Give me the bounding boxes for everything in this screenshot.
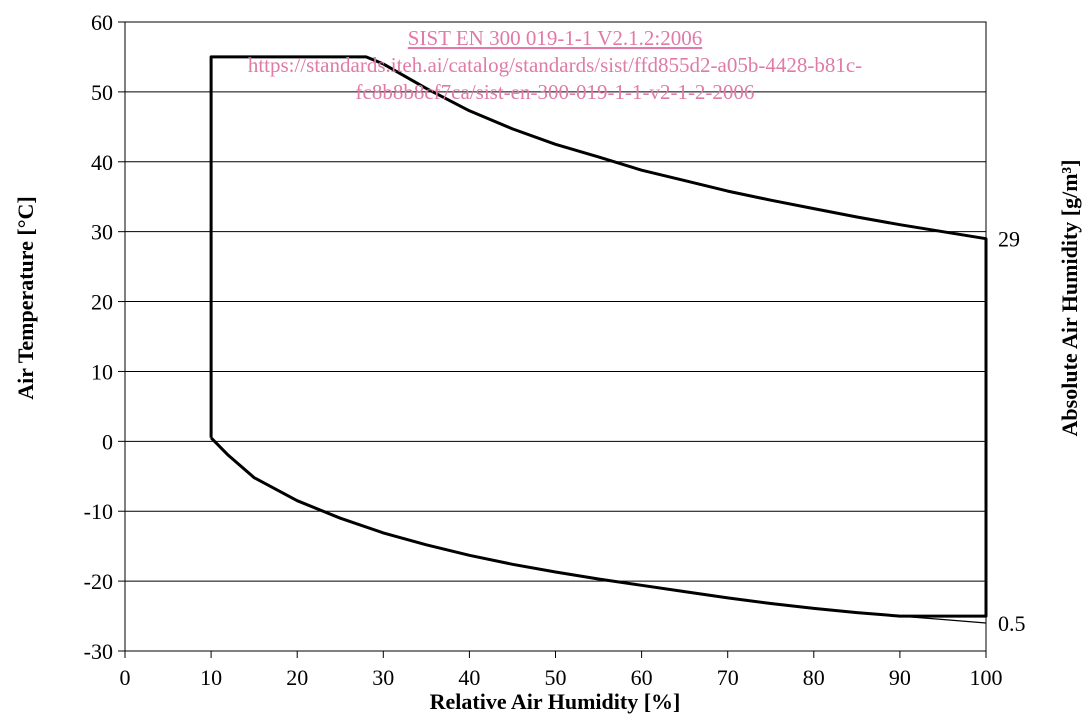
- right-annotation-label: 29: [998, 227, 1020, 252]
- climatogram-boundary-line: [209, 55, 988, 618]
- plot-area-frame: [124, 21, 987, 652]
- x-tick-label: 30: [372, 665, 394, 690]
- x-tick-label: 10: [200, 665, 222, 690]
- x-axis-title: Relative Air Humidity [%]: [430, 689, 681, 714]
- watermark: SIST EN 300 019-1-1 V2.1.2:2006 https://…: [248, 26, 862, 104]
- y-tick-label: 60: [91, 10, 113, 35]
- y-axis-title: Air Temperature [°C]: [13, 196, 38, 400]
- y-tick-label: 40: [91, 150, 113, 175]
- x-tick-label: 50: [545, 665, 567, 690]
- x-tick-label: 100: [970, 665, 1003, 690]
- y-tick-label: -30: [84, 639, 113, 664]
- x-tick-label: 80: [803, 665, 825, 690]
- y-tick-label: 10: [91, 359, 113, 384]
- right-annotation-label: 0.5: [998, 611, 1026, 636]
- x-tick-label: 90: [889, 665, 911, 690]
- x-tick-label: 60: [631, 665, 653, 690]
- y-tick-label: -20: [84, 569, 113, 594]
- x-tick-label: 0: [120, 665, 131, 690]
- y-axis-ticks: -30 -20 -10 0 10 20 30 40 50 60: [84, 10, 125, 664]
- y-tick-label: 50: [91, 80, 113, 105]
- series-lines: [209, 55, 988, 624]
- right-annotations: 290.5: [998, 227, 1026, 636]
- gridlines: [125, 91, 986, 582]
- y-tick-label: 30: [91, 220, 113, 245]
- watermark-line-1[interactable]: SIST EN 300 019-1-1 V2.1.2:2006: [408, 26, 702, 50]
- x-tick-label: 70: [717, 665, 739, 690]
- x-tick-label: 20: [286, 665, 308, 690]
- secondary-y-axis-title: Absolute Air Humidity [g/m³]: [1057, 160, 1082, 437]
- y-tick-label: 0: [102, 429, 113, 454]
- watermark-line-3[interactable]: fc8b8b8cf7ca/sist-en-300-019-1-1-v2-1-2-…: [356, 80, 755, 104]
- y-tick-label: 20: [91, 290, 113, 315]
- x-tick-label: 40: [458, 665, 480, 690]
- watermark-line-2[interactable]: https://standards.iteh.ai/catalog/standa…: [248, 53, 862, 77]
- x-axis-ticks: 0 10 20 30 40 50 60 70 80 90 100: [120, 651, 1003, 690]
- y-tick-label: -10: [84, 499, 113, 524]
- absolute-humidity-line: [899, 615, 987, 624]
